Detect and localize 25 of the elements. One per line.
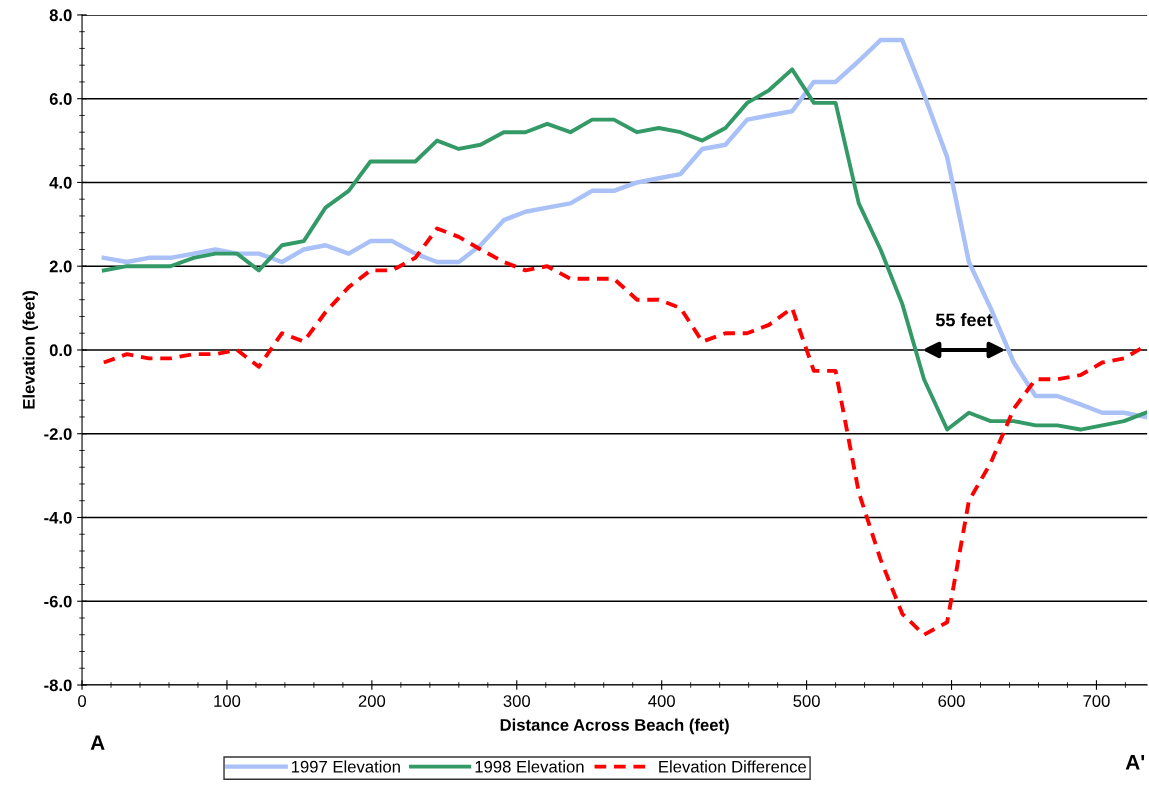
- x-tick-label: 400: [648, 695, 675, 707]
- x-axis-title: Distance Across Beach (feet): [500, 718, 729, 735]
- y-tick-label: -2.0: [44, 428, 72, 440]
- legend-label: 1998 Elevation: [475, 760, 584, 773]
- y-tick-label: 6.0: [49, 93, 72, 105]
- x-tick-label: 700: [1083, 695, 1110, 707]
- y-tick-label: 4.0: [49, 176, 72, 189]
- text: A: [90, 735, 105, 750]
- y-tick-label: -8.0: [44, 679, 72, 692]
- y-tick-label: -6.0: [44, 595, 72, 608]
- y-axis-title: Elevation (feet): [22, 291, 39, 409]
- y-tick-label: 0.0: [49, 344, 72, 357]
- x-tick-label: 0: [78, 695, 87, 707]
- text: A': [1125, 755, 1145, 770]
- x-tick-label: 600: [938, 695, 965, 707]
- y-tick-label: 8.0: [49, 9, 72, 22]
- y-tick-label: 2.0: [49, 260, 72, 273]
- x-tick-label: 300: [503, 695, 531, 707]
- x-tick-label: 200: [358, 695, 386, 707]
- x-tick-label: 500: [793, 695, 820, 707]
- annotation: 55 feet: [935, 313, 993, 327]
- y-tick-label: -4.0: [44, 511, 72, 524]
- legend-label: 1997 Elevation: [291, 760, 400, 773]
- x-tick-label: 100: [214, 695, 241, 707]
- legend-label: Elevation Difference: [659, 760, 807, 773]
